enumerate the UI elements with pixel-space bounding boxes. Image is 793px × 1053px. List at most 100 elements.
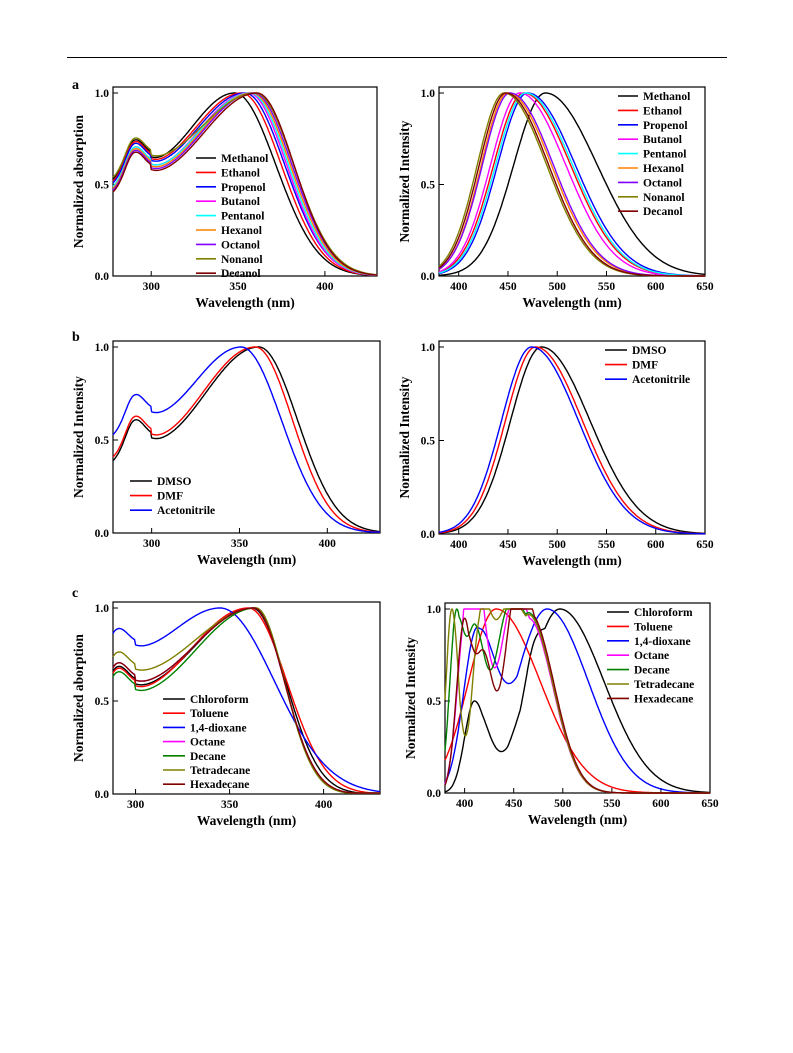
legend-entry: Hexadecane	[190, 779, 249, 791]
y-tick-label: 0.5	[95, 696, 110, 708]
x-tick-label: 600	[647, 539, 665, 551]
y-axis-label: Normalized Intensity	[403, 637, 418, 759]
legend-entry: Ethanol	[643, 105, 682, 117]
x-tick-label: 400	[316, 281, 334, 293]
legend-entry: DMSO	[157, 476, 192, 488]
series-line-dmso	[438, 346, 706, 535]
legend-entry: Butanol	[643, 134, 682, 146]
legend-entry: DMSO	[632, 345, 667, 357]
x-tick-label: 300	[127, 799, 145, 811]
y-tick-label: 0.5	[421, 180, 436, 192]
legend-entry: Decane	[190, 751, 226, 763]
x-tick-label: 500	[554, 798, 572, 810]
y-tick-label: 1.0	[421, 342, 436, 354]
x-tick-label: 400	[315, 799, 333, 811]
panel-label-c: c	[72, 586, 79, 601]
x-tick-label: 600	[652, 798, 670, 810]
x-axis-label: Wavelength (nm)	[197, 552, 296, 567]
series-line-pentanol	[438, 92, 706, 277]
legend-entry: Octanol	[221, 239, 260, 251]
y-tick-label: 0.5	[95, 435, 110, 447]
legend-entry: Acetonitrile	[632, 374, 690, 386]
y-tick-label: 1.0	[95, 603, 110, 615]
x-axis-label: Wavelength (nm)	[195, 295, 294, 310]
x-tick-label: 500	[549, 539, 567, 551]
legend-entry: Hexanol	[221, 225, 262, 237]
y-axis-label: Normalized Intensity	[71, 376, 86, 498]
y-tick-label: 1.0	[95, 88, 110, 100]
series-line-chloroform	[444, 608, 711, 794]
series-line-decanol	[438, 92, 706, 277]
legend-entry: Propenol	[221, 182, 266, 194]
plot-frame	[438, 86, 706, 277]
legend-entry: Chloroform	[634, 607, 693, 619]
y-axis-label: Normalized aborption	[71, 634, 86, 762]
plot-frame	[112, 340, 381, 534]
legend-entry: Methanol	[643, 91, 690, 103]
series-line-dmf	[438, 346, 706, 535]
x-tick-label: 300	[143, 281, 161, 293]
x-tick-label: 400	[450, 281, 468, 293]
series-line-hexadecane	[112, 607, 380, 794]
x-tick-label: 550	[603, 798, 621, 810]
legend-entry: Pentanol	[221, 211, 264, 223]
legend-entry: Octanol	[643, 177, 682, 189]
y-tick-label: 0.0	[421, 271, 436, 283]
x-axis-label: Wavelength (nm)	[528, 812, 627, 827]
series-line-methanol	[438, 92, 706, 276]
series-line-1-4-dioxane	[444, 608, 711, 794]
legend-entry: DMF	[157, 491, 183, 503]
legend-entry: Nonanol	[643, 192, 685, 204]
legend-entry: Toluene	[634, 621, 673, 633]
legend-entry: Toluene	[190, 708, 229, 720]
plot-frame	[438, 340, 706, 535]
y-axis-label: Normalized absorption	[71, 114, 86, 248]
y-tick-label: 0.0	[95, 528, 110, 540]
legend-entry: Decane	[634, 665, 670, 677]
legend-entry: Ethanol	[221, 167, 260, 179]
legend-entry: Pentanol	[643, 149, 686, 161]
x-tick-label: 650	[696, 281, 714, 293]
x-tick-label: 400	[450, 539, 468, 551]
legend-entry: Methanol	[221, 153, 268, 165]
x-tick-label: 450	[499, 539, 517, 551]
legend-entry: DMF	[632, 360, 658, 372]
legend-entry: Butanol	[221, 196, 260, 208]
series-line-1-4-dioxane	[112, 607, 381, 793]
x-tick-label: 450	[505, 798, 523, 810]
legend-entry: Tetradecane	[634, 679, 694, 691]
legend-entry: 1,4-dioxane	[634, 636, 691, 648]
series-line-dmf	[112, 346, 380, 533]
series-line-nonanol	[112, 92, 378, 276]
legend-entry: 1,4-dioxane	[190, 722, 247, 734]
series-line-dmso	[112, 346, 381, 533]
x-tick-label: 650	[696, 539, 714, 551]
series-line-hexadecane	[444, 608, 711, 794]
x-axis-label: Wavelength (nm)	[522, 295, 621, 310]
series-line-acetonitrile	[112, 346, 380, 533]
panel-label-b: b	[72, 330, 80, 345]
legend-entry: Propenol	[643, 120, 688, 132]
panel-label-a: a	[72, 78, 79, 93]
legend-entry: Nonanol	[221, 254, 263, 266]
legend-entry: Hexadecane	[634, 693, 693, 705]
y-tick-label: 0.5	[421, 436, 436, 448]
legend-entry: Octane	[634, 650, 669, 662]
legend-entry: Decanol	[643, 206, 683, 218]
x-tick-label: 450	[499, 281, 517, 293]
y-axis-label: Normalized Intensity	[397, 120, 412, 242]
x-axis-label: Wavelength (nm)	[197, 813, 296, 828]
x-tick-label: 400	[456, 798, 474, 810]
y-axis-label: Normalized Intensity	[397, 376, 412, 498]
y-tick-label: 0.0	[421, 529, 436, 541]
y-tick-label: 1.0	[427, 604, 442, 616]
series-line-butanol	[438, 92, 706, 277]
y-tick-label: 0.0	[427, 788, 442, 800]
x-tick-label: 300	[143, 538, 161, 550]
x-tick-label: 500	[549, 281, 567, 293]
x-tick-label: 350	[231, 538, 249, 550]
legend-entry: Hexanol	[643, 163, 684, 175]
series-line-methanol	[112, 92, 377, 276]
legend-entry: Decanol	[221, 268, 261, 280]
x-axis-label: Wavelength (nm)	[522, 553, 621, 568]
